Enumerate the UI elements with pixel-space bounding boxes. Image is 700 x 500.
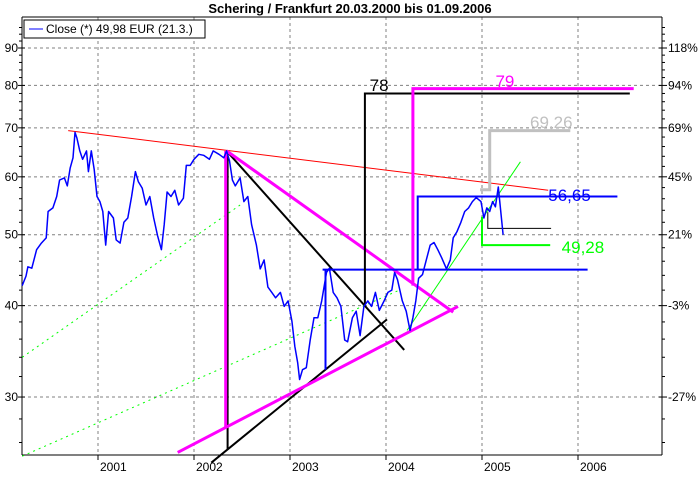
x-tick-label: 2003 [292, 460, 319, 474]
triangle-black-upper [225, 150, 405, 351]
y-tick-label-right: 94% [668, 78, 692, 92]
y-tick-label-right: 45% [668, 170, 692, 184]
target-label: 69,26 [530, 113, 573, 132]
support-trendline-dotted-lower [21, 289, 400, 457]
y-tick-label-left: 40 [5, 299, 19, 313]
gray-target-69-26 [480, 129, 571, 192]
y-tick-label-left: 30 [5, 390, 19, 404]
green-target-49-28 [481, 216, 551, 247]
y-tick-label-left: 80 [5, 78, 19, 92]
y-tick-label-right: 69% [668, 121, 692, 135]
target-label: 78 [370, 76, 389, 95]
legend: Close (*) 49,98 EUR (21.3.) [23, 19, 206, 39]
black-thin-level [487, 212, 552, 229]
y-tick-label-left: 50 [5, 228, 19, 242]
blue-target-56-65 [416, 195, 618, 270]
x-tick-label: 2002 [196, 460, 223, 474]
triangle-black-lower [210, 318, 388, 464]
triangle-magenta-upper [225, 149, 455, 314]
x-tick-label: 2005 [484, 460, 511, 474]
series [21, 131, 504, 381]
y-tick-label-right: 21% [668, 228, 692, 242]
x-tick-label: 2001 [100, 460, 127, 474]
x-tick-label: 2006 [580, 460, 607, 474]
annotation-labels: 78 79 69,26 56,65 49,28 [370, 72, 605, 257]
legend-box [23, 19, 206, 39]
y-tick-label-right: -3% [668, 299, 690, 313]
y-tick-label-left: 60 [5, 170, 19, 184]
y-tick-label-right: 118% [668, 41, 698, 55]
annotations [21, 87, 634, 464]
axes: 90 118% 80 94% 70 69% 60 45% 50 21% 40 -3% 30 -27% 200… [5, 16, 698, 474]
uptrend-line [406, 161, 521, 331]
y-tick-label-right: -27% [668, 390, 696, 404]
chart-title: Schering / Frankfurt 20.03.2000 bis 01.0… [208, 1, 491, 16]
support-trendline-dotted-upper [21, 204, 241, 358]
x-tick-label: 2004 [388, 460, 415, 474]
legend-label: Close (*) 49,98 EUR (21.3.) [46, 22, 193, 36]
black-target-78 [363, 92, 630, 304]
price-line [21, 131, 504, 381]
magenta-target-79 [411, 87, 634, 286]
resistance-trendline [68, 130, 549, 191]
target-label: 79 [495, 72, 514, 91]
y-tick-label-left: 70 [5, 121, 19, 135]
target-label: 56,65 [548, 186, 591, 205]
grid [22, 17, 662, 455]
y-tick-label-left: 90 [5, 41, 19, 55]
target-label: 49,28 [562, 238, 605, 257]
triangle-magenta-lower [177, 305, 459, 454]
